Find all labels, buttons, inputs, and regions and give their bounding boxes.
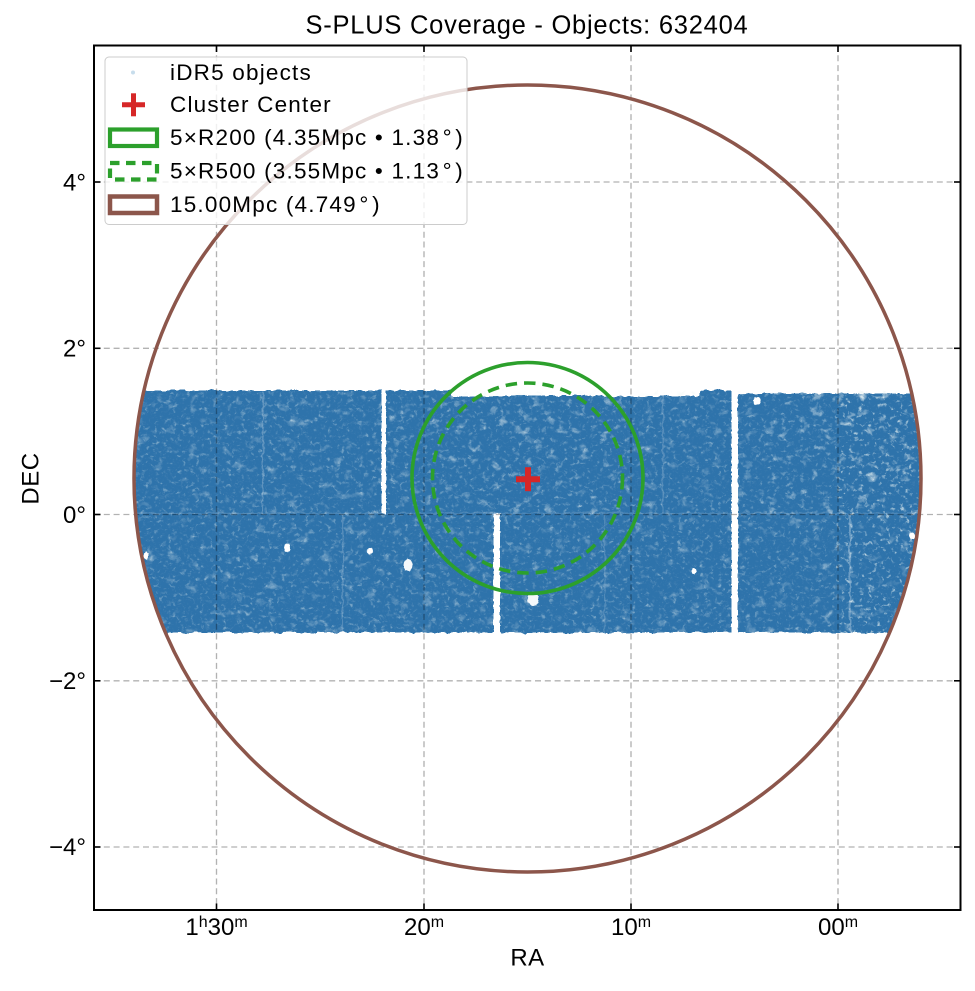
svg-text:S-PLUS Coverage - Objects: 632: S-PLUS Coverage - Objects: 632404 — [306, 12, 749, 40]
svg-text:5×R500 (3.55Mpc • 1.13°): 5×R500 (3.55Mpc • 1.13 °) — [170, 159, 464, 184]
svg-text:iDR5 objects: iDR5 objects — [170, 60, 312, 85]
svg-text:−4°: −4° — [49, 834, 86, 861]
svg-text:5×R200 (4.35Mpc • 1.38°): 5×R200 (4.35Mpc • 1.38 °) — [170, 125, 464, 150]
svg-text:RA: RA — [510, 945, 544, 972]
svg-text:15.00Mpc (4.749°): 15.00Mpc (4.749 °) — [170, 192, 381, 217]
svg-text:−2°: −2° — [49, 668, 86, 695]
svg-text:Cluster Center: Cluster Center — [170, 92, 332, 117]
svg-text:2°: 2° — [63, 336, 86, 363]
svg-text:DEC: DEC — [18, 452, 45, 504]
svg-text:4°: 4° — [63, 169, 86, 196]
svg-text:0°: 0° — [63, 502, 86, 529]
